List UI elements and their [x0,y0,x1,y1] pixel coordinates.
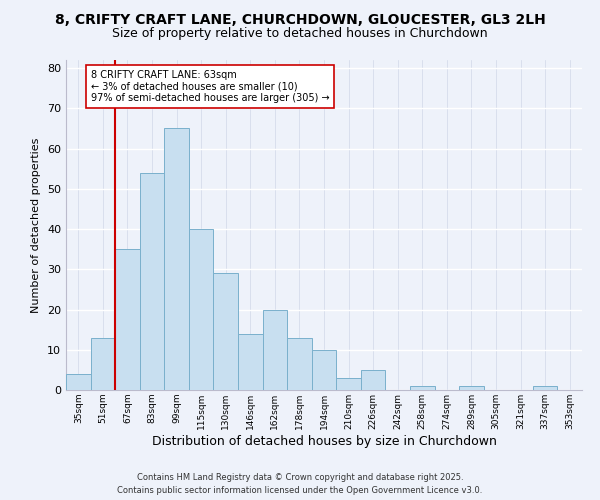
Bar [410,386,434,390]
Bar [115,249,140,390]
Bar [189,229,214,390]
Bar [140,172,164,390]
Bar [336,378,361,390]
Bar [164,128,189,390]
Bar [66,374,91,390]
Y-axis label: Number of detached properties: Number of detached properties [31,138,41,312]
X-axis label: Distribution of detached houses by size in Churchdown: Distribution of detached houses by size … [152,434,496,448]
Text: 8 CRIFTY CRAFT LANE: 63sqm
← 3% of detached houses are smaller (10)
97% of semi-: 8 CRIFTY CRAFT LANE: 63sqm ← 3% of detac… [91,70,329,103]
Bar [361,370,385,390]
Bar [214,274,238,390]
Text: 8, CRIFTY CRAFT LANE, CHURCHDOWN, GLOUCESTER, GL3 2LH: 8, CRIFTY CRAFT LANE, CHURCHDOWN, GLOUCE… [55,12,545,26]
Bar [312,350,336,390]
Bar [287,338,312,390]
Text: Size of property relative to detached houses in Churchdown: Size of property relative to detached ho… [112,28,488,40]
Bar [459,386,484,390]
Bar [533,386,557,390]
Text: Contains HM Land Registry data © Crown copyright and database right 2025.
Contai: Contains HM Land Registry data © Crown c… [118,474,482,495]
Bar [91,338,115,390]
Bar [263,310,287,390]
Bar [238,334,263,390]
